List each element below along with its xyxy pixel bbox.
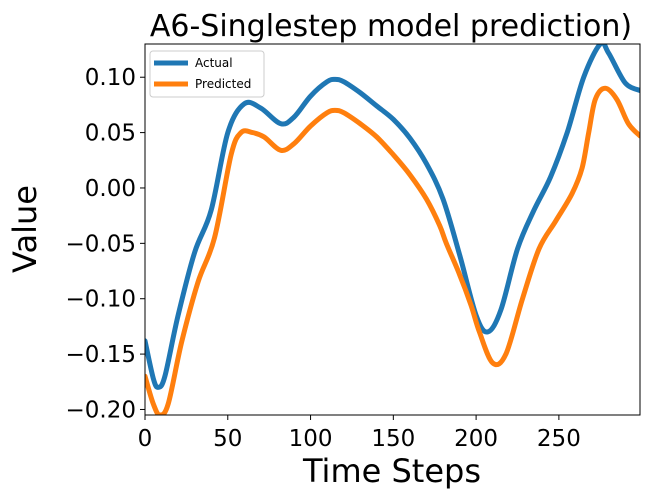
series-line-predicted (145, 85, 640, 415)
legend-label-actual: Actual (195, 56, 233, 70)
y-tick-label: −0.15 (66, 342, 136, 368)
chart-title: A6-Singlestep model prediction) (150, 9, 632, 44)
y-tick-label: 0.10 (85, 65, 136, 91)
x-tick-label: 250 (537, 426, 581, 452)
plot-area (145, 44, 640, 415)
y-tick-label: −0.05 (66, 231, 136, 257)
y-tick-label: −0.20 (66, 397, 136, 423)
y-axis: −0.20 −0.15 −0.10 −0.05 0.00 0.05 0.10 (66, 65, 145, 423)
x-tick-label: 150 (371, 426, 415, 452)
x-axis-title: Time Steps (302, 452, 481, 490)
x-tick-label: 50 (213, 426, 242, 452)
y-tick-label: 0.00 (85, 176, 136, 202)
x-axis: 0 50 100 150 200 250 (138, 415, 581, 452)
x-tick-label: 100 (289, 426, 333, 452)
legend-label-predicted: Predicted (195, 77, 251, 91)
x-tick-label: 0 (138, 426, 153, 452)
y-tick-label: 0.05 (85, 121, 136, 147)
series-line-actual (145, 44, 640, 390)
y-axis-title: Value (6, 185, 44, 273)
plot-frame (144, 43, 641, 416)
x-tick-label: 200 (454, 426, 498, 452)
legend: Actual Predicted (149, 50, 265, 98)
y-tick-label: −0.10 (66, 287, 136, 313)
